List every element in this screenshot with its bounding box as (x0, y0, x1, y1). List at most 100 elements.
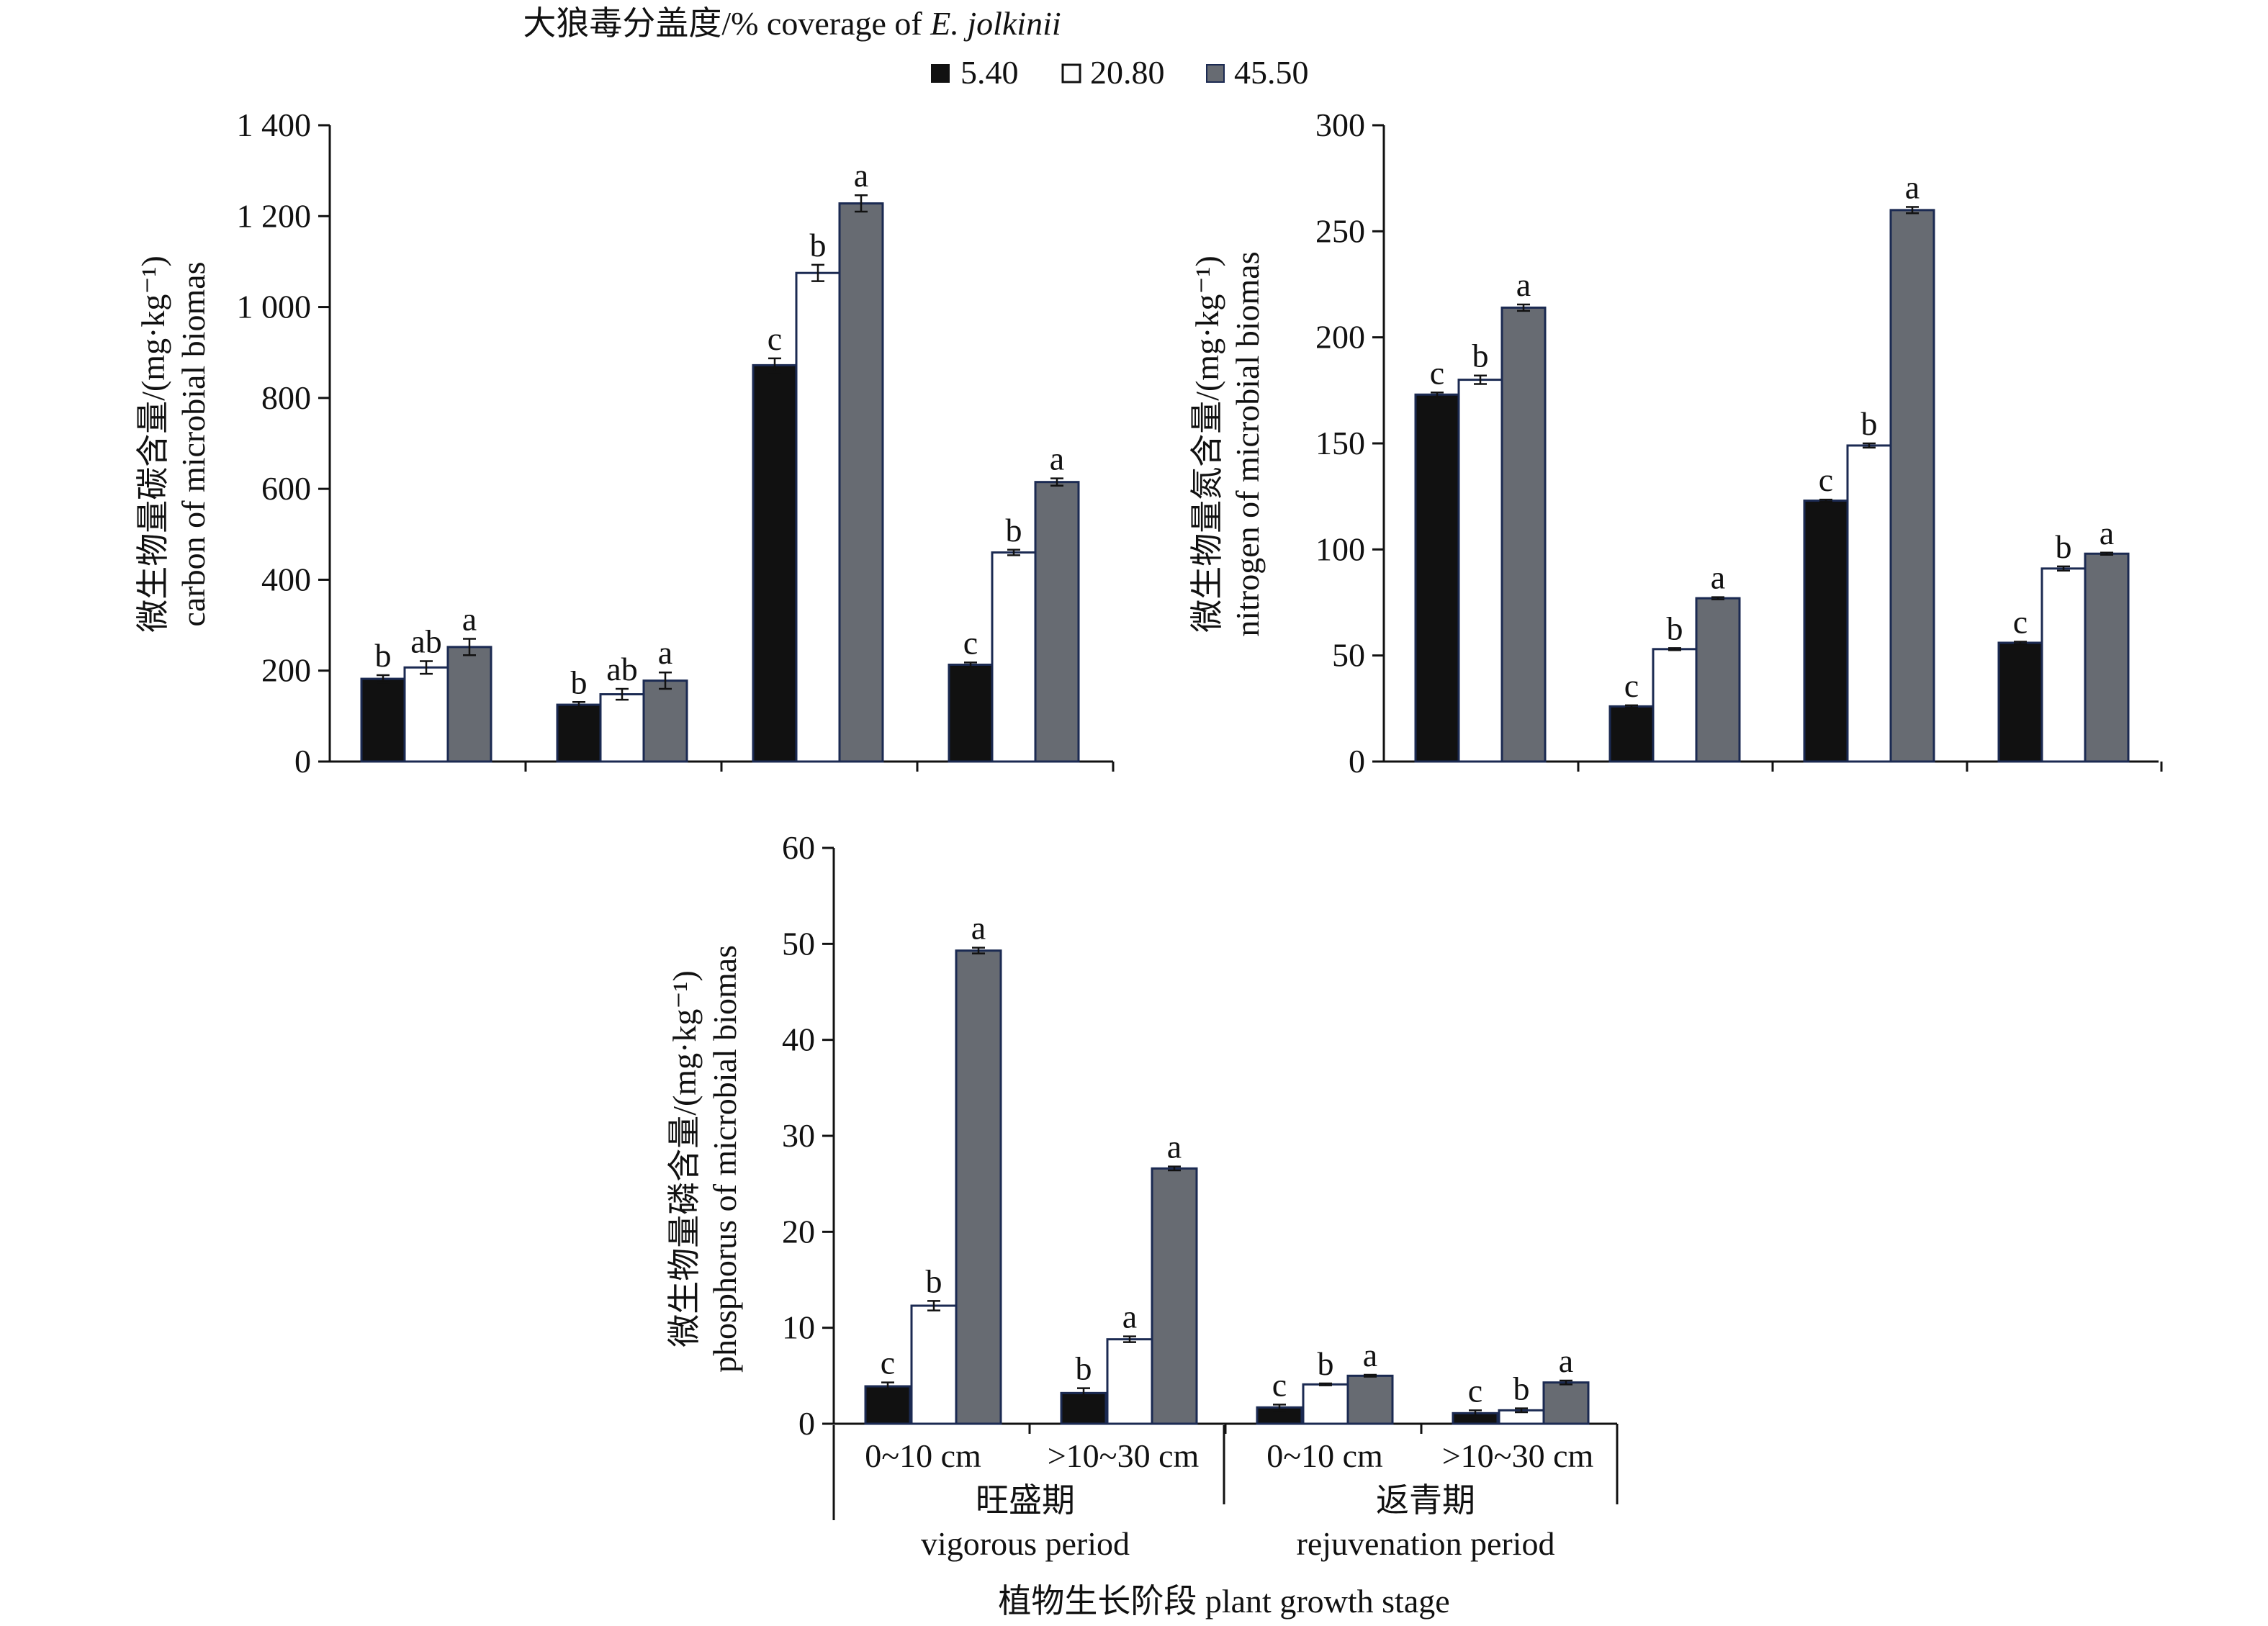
period-label-rejuvenation-en: rejuvenation period (1297, 1525, 1555, 1562)
depth-label-3: 0~10 cm (1266, 1437, 1383, 1474)
legend-label-5-40: 5.40 (960, 54, 1019, 91)
phosphorus-bar (1151, 1167, 1198, 1425)
phosphorus-y-tick-label: 10 (782, 1309, 815, 1346)
phosphorus-y-tick-label: 20 (782, 1213, 815, 1250)
phosphorus-y-tick-label: 60 (782, 829, 815, 866)
carbon-bar (360, 677, 406, 763)
legend-label-45-50: 45.50 (1234, 54, 1309, 91)
phosphorus-significance-letter: a (1363, 1337, 1377, 1373)
nitrogen-significance-letter: c (1819, 461, 1833, 498)
legend-swatch-45-50 (1206, 64, 1225, 83)
nitrogen-y-tick-label: 0 (1349, 743, 1365, 780)
carbon-y-tick-label: 1 200 (237, 197, 312, 234)
nitrogen-y-tick-label: 200 (1315, 319, 1365, 356)
carbon-significance-letter: ab (606, 651, 637, 687)
phosphorus-significance-letter: a (1167, 1129, 1182, 1165)
nitrogen-significance-letter: a (1711, 559, 1725, 596)
phosphorus-y-tick-label: 40 (782, 1021, 815, 1058)
carbon-significance-letter: c (963, 624, 978, 661)
carbon-y-tick-label: 800 (261, 379, 311, 416)
nitrogen-y-tick-label: 50 (1332, 637, 1365, 674)
phosphorus-significance-letter: b (926, 1263, 942, 1299)
phosphorus-bar (910, 1304, 958, 1425)
nitrogen-significance-letter: b (1472, 338, 1489, 374)
nitrogen-bar (1652, 648, 1698, 763)
phosphorus-y-label-en: phosphorus of microbial biomas (706, 945, 743, 1373)
carbon-y-label-en: carbon of microbial biomas (175, 261, 212, 626)
nitrogen-y-tick-label: 150 (1315, 425, 1365, 461)
phosphorus-significance-letter: a (1559, 1342, 1573, 1379)
carbon-bar (795, 271, 841, 763)
nitrogen-bar (2040, 567, 2087, 763)
carbon-significance-letter: c (768, 320, 782, 357)
carbon-significance-letter: b (810, 227, 827, 263)
nitrogen-bar (1997, 641, 2043, 763)
carbon-bar (599, 693, 645, 763)
period-label-vigorous-cn: 旺盛期 (976, 1482, 1075, 1519)
phosphorus-significance-letter: a (1122, 1298, 1137, 1335)
carbon-bar (556, 703, 602, 763)
carbon-significance-letter: a (658, 634, 672, 671)
carbon-y-tick-label: 1 000 (237, 289, 312, 325)
carbon-bar (991, 551, 1037, 763)
carbon-bar (642, 679, 688, 763)
carbon-bar (446, 646, 492, 763)
nitrogen-bar (1889, 209, 1935, 763)
nitrogen-significance-letter: c (1624, 667, 1639, 704)
carbon-significance-letter: b (375, 637, 392, 674)
nitrogen-y-tick-label: 100 (1315, 530, 1365, 567)
carbon-significance-letter: a (854, 157, 868, 194)
nitrogen-y-tick-label: 300 (1315, 107, 1365, 143)
phosphorus-bar (1106, 1338, 1153, 1425)
period-label-rejuvenation-cn: 返青期 (1376, 1482, 1475, 1519)
figure-title: 大狼毒分盖度/% coverage of E. jolkinii (523, 5, 1061, 42)
x-axis-title: 植物生长阶段 plant growth stage (998, 1583, 1449, 1620)
nitrogen-significance-letter: a (1905, 168, 1920, 205)
carbon-bar (838, 202, 884, 763)
phosphorus-y-tick-label: 30 (782, 1117, 815, 1154)
phosphorus-y-label-cn: 微生物量磷含量/(mg·kg⁻¹) (666, 970, 703, 1347)
depth-label-1: 0~10 cm (865, 1437, 981, 1474)
carbon-bar (948, 664, 994, 763)
carbon-y-tick-label: 0 (294, 743, 311, 780)
phosphorus-significance-letter: c (1468, 1372, 1482, 1409)
carbon-y-tick-label: 200 (261, 652, 311, 689)
legend-label-20-80: 20.80 (1090, 54, 1165, 91)
phosphorus-y-tick-label: 50 (782, 925, 815, 962)
nitrogen-y-label-cn: 微生物量氮含量/(mg·kg⁻¹) (1189, 256, 1225, 633)
nitrogen-bar (2084, 552, 2130, 763)
carbon-significance-letter: a (1050, 441, 1064, 477)
depth-label-2: >10~30 cm (1048, 1437, 1200, 1474)
legend-swatch-20-80 (1061, 63, 1081, 83)
legend: 5.40 20.80 45.50 (931, 54, 1309, 91)
phosphorus-significance-letter: c (1272, 1366, 1287, 1403)
nitrogen-bar (1695, 597, 1741, 763)
carbon-y-tick-label: 1 400 (237, 107, 312, 143)
nitrogen-significance-letter: b (1667, 610, 1683, 646)
phosphorus-significance-letter: c (881, 1345, 895, 1381)
carbon-bar (1034, 481, 1080, 763)
phosphorus-bar (955, 949, 1002, 1425)
carbon-significance-letter: ab (410, 623, 441, 659)
carbon-significance-letter: b (571, 664, 588, 700)
carbon-bar (403, 666, 449, 763)
phosphorus-significance-letter: b (1076, 1350, 1092, 1387)
phosphorus-bar (1542, 1381, 1590, 1425)
carbon-y-tick-label: 600 (261, 470, 311, 507)
phosphorus-bar (1346, 1374, 1394, 1425)
nitrogen-bar (1846, 444, 1892, 763)
nitrogen-significance-letter: c (2013, 604, 2028, 641)
carbon-y-label: 微生物量碳含量/(mg·kg⁻¹) carbon of microbial bi… (135, 256, 212, 633)
nitrogen-significance-letter: b (1861, 405, 1878, 442)
phosphorus-significance-letter: b (1318, 1345, 1334, 1382)
carbon-significance-letter: b (1006, 512, 1022, 548)
phosphorus-y-tick-label: 0 (798, 1405, 815, 1442)
phosphorus-significance-letter: a (971, 910, 986, 947)
nitrogen-y-tick-label: 250 (1315, 212, 1365, 249)
